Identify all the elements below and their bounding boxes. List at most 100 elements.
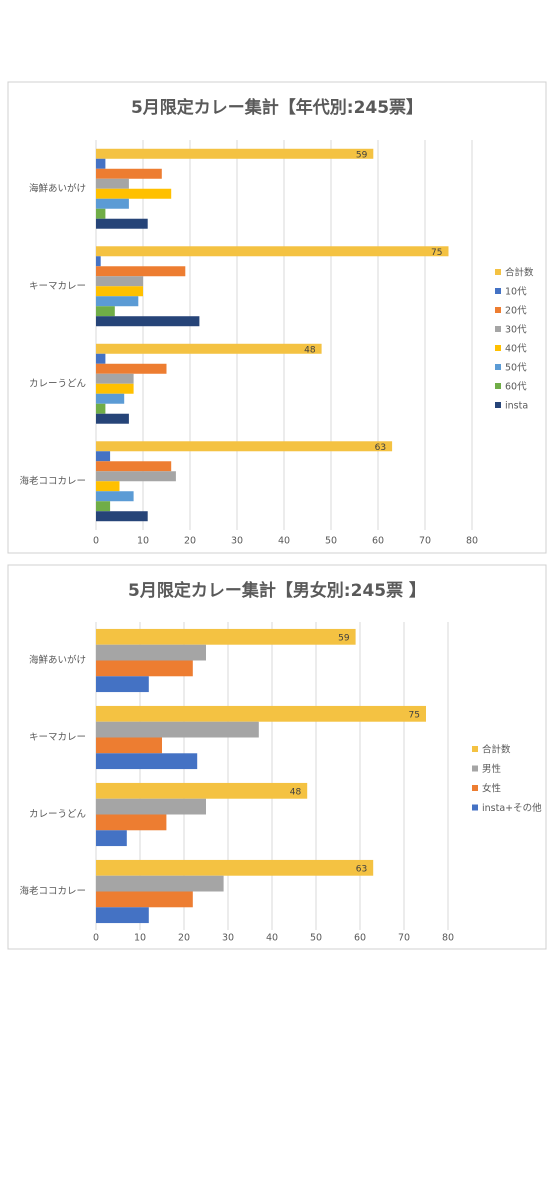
bar (96, 461, 172, 472)
bar (96, 158, 106, 169)
legend-label: 女性 (482, 783, 502, 795)
legend-swatch (472, 804, 478, 811)
bar (96, 511, 148, 522)
category-label: 海老ココカレー (19, 475, 86, 487)
bar (96, 198, 129, 209)
data-label: 75 (409, 710, 420, 720)
x-tick-label: 60 (354, 933, 366, 944)
category-label: カレーうどん (29, 809, 86, 820)
legend-label: insta (505, 401, 528, 412)
legend-swatch (495, 307, 501, 313)
x-tick-label: 30 (231, 536, 243, 547)
x-tick-label: 10 (137, 536, 149, 547)
category-label: 海鮮あいがけ (29, 654, 86, 666)
legend-swatch (495, 326, 501, 332)
x-tick-label: 70 (398, 933, 410, 944)
x-tick-label: 40 (278, 536, 290, 547)
data-label: 63 (375, 443, 386, 453)
category-label: キーマカレー (29, 732, 86, 743)
bar (96, 208, 106, 219)
x-tick-label: 20 (178, 933, 190, 944)
bar (96, 491, 134, 502)
x-tick-label: 30 (222, 933, 234, 944)
bar (96, 218, 148, 229)
bar (96, 256, 101, 267)
bar (96, 266, 186, 277)
bar (96, 891, 193, 908)
bar (96, 383, 134, 394)
bar (96, 798, 206, 815)
x-tick-label: 40 (266, 933, 278, 944)
bar (96, 471, 176, 482)
bar (96, 393, 125, 404)
bar (96, 782, 308, 799)
bar (96, 753, 198, 770)
bar (96, 814, 167, 831)
bar (96, 306, 115, 317)
bar (96, 721, 259, 738)
legend-label: 合計数 (505, 267, 534, 279)
bar (96, 660, 193, 677)
legend-swatch (472, 785, 478, 791)
legend-label: 30代 (505, 325, 527, 336)
bar (96, 353, 106, 364)
bar (96, 644, 206, 661)
bar (96, 188, 172, 199)
legend-label: 20代 (505, 306, 527, 317)
legend-swatch (495, 269, 501, 275)
legend-swatch (472, 765, 478, 772)
x-tick-label: 0 (93, 933, 99, 944)
x-tick-label: 70 (419, 536, 431, 547)
bar (96, 316, 200, 327)
bar (96, 628, 356, 645)
bar (96, 907, 149, 924)
bar (96, 676, 149, 693)
legend-label: insta+その他 (482, 802, 542, 814)
x-tick-label: 80 (442, 933, 454, 944)
category-label: キーマカレー (29, 281, 86, 292)
legend-label: 合計数 (482, 744, 511, 756)
bar (96, 286, 143, 297)
chart-title: 5月限定カレー集計【男女別:245票 】 (128, 580, 426, 601)
bar (96, 373, 134, 384)
x-tick-label: 50 (310, 933, 322, 944)
data-label: 48 (290, 787, 302, 797)
bar (96, 859, 374, 876)
bar (96, 501, 111, 512)
bar (96, 168, 162, 179)
bar (96, 875, 224, 892)
data-label: 59 (338, 633, 350, 643)
chart-title: 5月限定カレー集計【年代別:245票】 (131, 97, 423, 118)
data-label: 59 (356, 150, 368, 160)
x-tick-label: 0 (93, 536, 99, 547)
data-label: 48 (304, 345, 316, 355)
bar (96, 830, 127, 847)
chart-frame (7, 564, 547, 950)
legend-label: 40代 (505, 344, 527, 355)
legend-swatch (472, 746, 478, 752)
legend-label: 10代 (505, 287, 527, 298)
bar (96, 441, 393, 452)
x-tick-label: 80 (466, 536, 478, 547)
bar (96, 276, 143, 287)
bar (96, 178, 129, 189)
bar (96, 343, 322, 354)
bar (96, 403, 106, 414)
bar (96, 148, 374, 159)
category-label: 海老ココカレー (19, 885, 86, 897)
bar (96, 246, 449, 257)
bar (96, 737, 162, 754)
legend-swatch (495, 345, 501, 351)
bar (96, 413, 129, 424)
data-label: 75 (431, 248, 442, 258)
x-tick-label: 50 (325, 536, 337, 547)
bar (96, 451, 111, 462)
x-tick-label: 20 (184, 536, 196, 547)
legend-label: 男性 (482, 763, 502, 775)
category-label: 海鮮あいがけ (29, 182, 86, 194)
legend-swatch (495, 383, 501, 389)
bar (96, 296, 139, 307)
bar (96, 481, 120, 492)
